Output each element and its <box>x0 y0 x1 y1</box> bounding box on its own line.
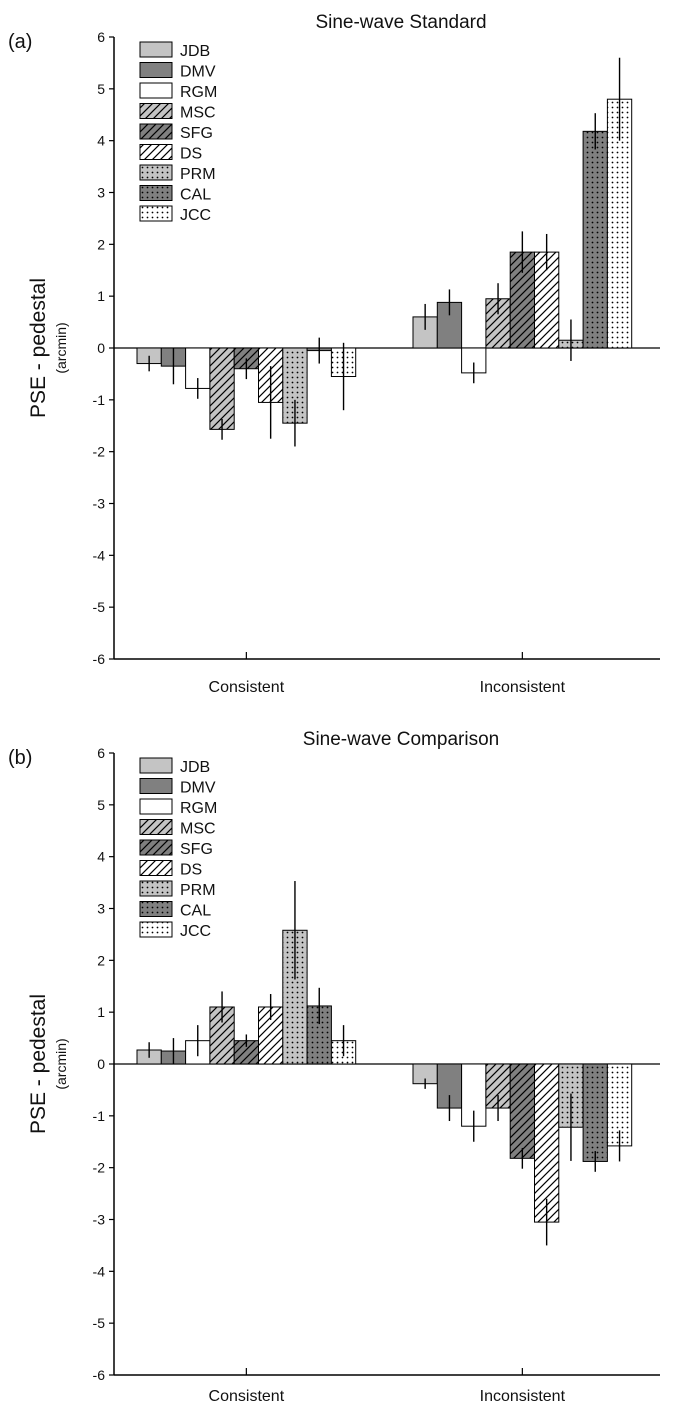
legend-label: PRM <box>180 882 216 899</box>
legend-label: RGM <box>180 800 217 817</box>
legend-label: MSC <box>180 821 216 838</box>
y-axis-label: PSE - pedestal <box>27 278 50 418</box>
y-axis-unit: (arcmin) <box>53 322 69 373</box>
y-tick-label: 6 <box>97 29 105 45</box>
y-tick-label: -3 <box>93 1212 106 1228</box>
legend-label: PRM <box>180 166 216 183</box>
panel-a: (a) Sine-wave Standard PSE - pedestal (arcm… <box>8 12 660 696</box>
legend-swatch-pattern <box>140 819 172 835</box>
y-tick-label: -5 <box>93 1315 106 1331</box>
legend-swatch-pattern <box>140 881 172 896</box>
legend-label: SFG <box>180 841 213 858</box>
y-tick-label: -1 <box>93 392 106 408</box>
y-tick-label: 3 <box>97 901 105 917</box>
category-label: Inconsistent <box>480 1388 566 1405</box>
legend-label: DS <box>180 862 202 879</box>
y-axis-label: PSE - pedestal <box>27 994 50 1134</box>
y-tick-label: 5 <box>97 81 105 97</box>
bar-pattern <box>583 1064 608 1162</box>
legend-swatch-pattern <box>140 901 172 917</box>
y-tick-label: -5 <box>93 599 106 615</box>
y-tick-label: 4 <box>97 849 105 865</box>
y-tick-label: -6 <box>93 1367 106 1383</box>
legend-swatch-pattern <box>140 165 172 180</box>
y-tick-label: 1 <box>97 1004 105 1020</box>
legend-swatch-pattern <box>140 144 172 160</box>
y-tick-label: 1 <box>97 288 105 304</box>
y-tick-label: -3 <box>93 496 106 512</box>
legend-swatch-pattern <box>140 206 172 221</box>
legend-label: DMV <box>180 64 216 81</box>
chart-title: Sine-wave Standard <box>315 12 486 33</box>
category-label: Consistent <box>209 679 285 696</box>
legend-swatch-pattern <box>140 922 172 937</box>
bar-pattern <box>234 1040 259 1064</box>
legend-label: JDB <box>180 43 210 60</box>
category-label: Inconsistent <box>480 679 566 696</box>
legend-label: JCC <box>180 923 211 940</box>
legend-swatch <box>139 757 173 774</box>
bar-pattern <box>534 1064 559 1223</box>
y-tick-label: 2 <box>97 236 105 252</box>
legend-label: MSC <box>180 105 216 122</box>
y-tick-label: 3 <box>97 185 105 201</box>
y-tick-label: -6 <box>93 651 106 667</box>
y-tick-label: 5 <box>97 797 105 813</box>
legend-swatch-pattern <box>140 860 172 876</box>
legend-label: DS <box>180 146 202 163</box>
legend-swatch-pattern <box>140 840 172 855</box>
y-tick-label: -4 <box>93 547 106 563</box>
category-label: Consistent <box>209 1388 285 1405</box>
legend-swatch-pattern <box>140 103 172 119</box>
legend-swatch <box>139 82 173 99</box>
y-tick-label: -2 <box>93 1160 106 1176</box>
legend-label: SFG <box>180 125 213 142</box>
legend-label: JCC <box>180 207 211 224</box>
y-tick-label: 0 <box>97 1056 105 1072</box>
legend-label: RGM <box>180 84 217 101</box>
y-tick-label: 2 <box>97 952 105 968</box>
y-tick-label: 4 <box>97 133 105 149</box>
legend-label: JDB <box>180 759 210 776</box>
panel-b: (b) Sine-wave Comparison PSE - pedestal (ar… <box>8 729 660 1405</box>
legend-swatch-pattern <box>140 124 172 139</box>
bar-pattern <box>583 131 608 348</box>
y-tick-label: 0 <box>97 340 105 356</box>
y-tick-label: -2 <box>93 444 106 460</box>
y-tick-label: 6 <box>97 745 105 761</box>
panel-label: (a) <box>8 31 32 53</box>
y-axis-unit: (arcmin) <box>53 1038 69 1089</box>
legend-swatch-pattern <box>140 185 172 201</box>
legend-swatch <box>139 62 173 78</box>
bar-pattern <box>209 348 235 430</box>
legend-label: CAL <box>180 903 211 920</box>
legend-label: CAL <box>180 187 211 204</box>
y-tick-label: -4 <box>93 1263 106 1279</box>
legend-label: DMV <box>180 780 216 797</box>
bar-pattern <box>510 1064 535 1159</box>
chart-title: Sine-wave Comparison <box>303 729 499 750</box>
panel-label: (b) <box>8 747 32 769</box>
legend-swatch <box>139 778 173 794</box>
y-tick-label: -1 <box>93 1108 106 1124</box>
legend-swatch <box>139 798 173 815</box>
legend-swatch <box>139 41 173 58</box>
